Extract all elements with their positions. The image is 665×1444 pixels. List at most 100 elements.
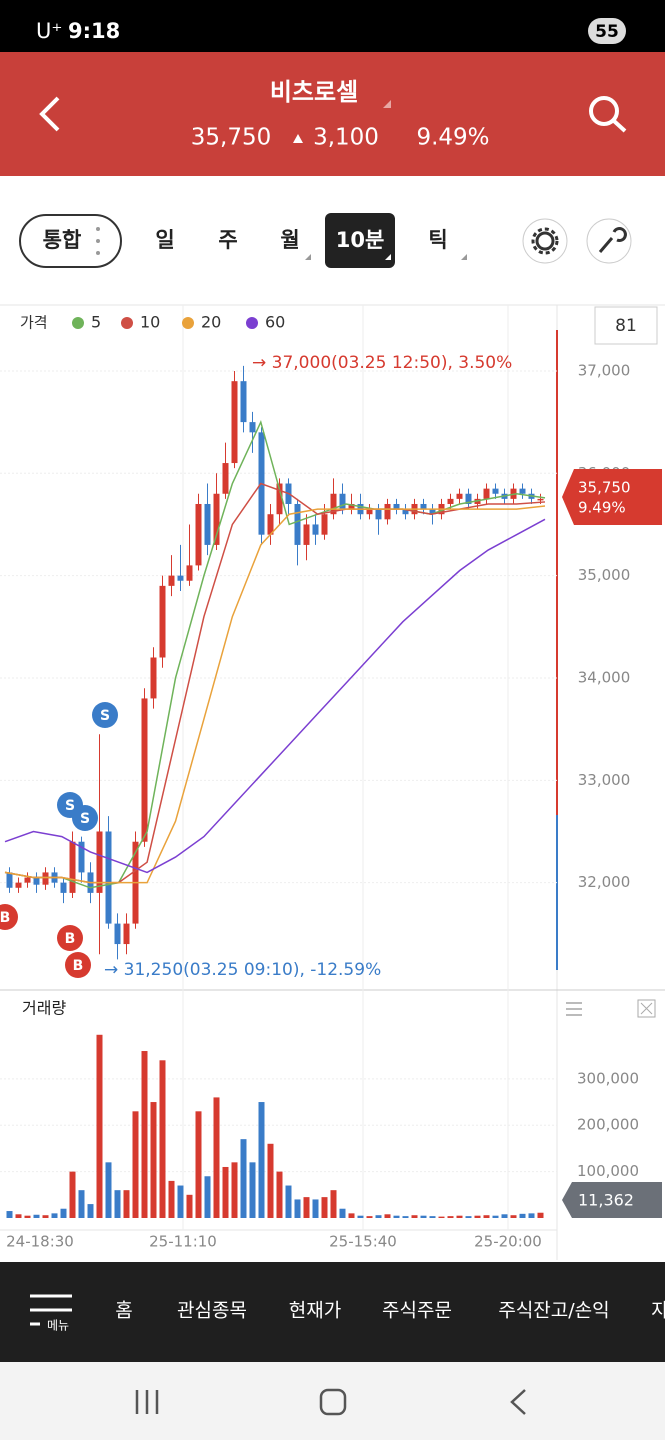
volume-bar <box>33 1214 40 1218</box>
volume-bar <box>411 1215 418 1218</box>
back-button[interactable] <box>39 96 60 132</box>
tab[interactable]: 틱 <box>428 228 447 252</box>
candle-body <box>375 509 382 520</box>
search-button[interactable] <box>589 96 627 133</box>
volume-bar <box>537 1212 544 1218</box>
legend-swatch <box>121 317 133 329</box>
nav-item[interactable]: 관심종목 <box>177 1300 247 1322</box>
trade-marker <box>57 925 83 951</box>
trade-marker-label: S <box>65 798 75 814</box>
candle-body <box>339 493 346 510</box>
volume-bar <box>384 1214 391 1218</box>
legend-label: 60 <box>265 313 285 332</box>
tab-pill[interactable] <box>19 214 122 268</box>
tab[interactable]: 주 <box>218 228 237 252</box>
legend-label: 10 <box>140 313 160 332</box>
volume-bar <box>366 1216 373 1218</box>
volume-bar <box>123 1190 130 1218</box>
bottom-nav <box>0 1262 665 1362</box>
volume-bar <box>447 1216 454 1218</box>
volume-bar <box>69 1171 76 1218</box>
up-arrow <box>293 134 303 143</box>
candle-body <box>303 524 310 545</box>
legend-label: 20 <box>201 313 221 332</box>
settings-button[interactable] <box>522 218 568 264</box>
change: 3,100 <box>313 125 379 151</box>
volume-bar <box>87 1204 94 1218</box>
y-tick-label: 100,000 <box>577 1162 639 1180</box>
candle-body <box>168 575 175 586</box>
volume-bar <box>213 1097 220 1218</box>
volume-bar <box>438 1216 445 1218</box>
nav-item[interactable]: 자 <box>651 1300 665 1322</box>
nav-item[interactable]: 현재가 <box>289 1300 341 1322</box>
price: 35,750 <box>191 125 271 151</box>
candle-body <box>321 514 328 535</box>
stock-name[interactable]: 비츠로셀 <box>270 78 358 106</box>
trade-marker <box>0 904 18 930</box>
candle-body <box>222 463 229 494</box>
candle-body <box>204 503 211 545</box>
volume-bar <box>474 1215 481 1218</box>
candle-body <box>96 831 103 893</box>
volume-bar <box>357 1215 364 1218</box>
candle-body <box>42 872 49 885</box>
x-tick-label: 25-15:40 <box>329 1233 397 1251</box>
carrier: U⁺ <box>36 19 62 43</box>
candle-body <box>24 877 31 883</box>
volume-bar <box>510 1215 517 1218</box>
candle-body <box>69 841 76 893</box>
nav-item[interactable]: 홈 <box>115 1300 132 1322</box>
nav-item[interactable]: 주식잔고/손익 <box>498 1300 609 1322</box>
volume-bar <box>42 1215 49 1218</box>
count-box[interactable] <box>594 306 658 345</box>
tab[interactable]: 일 <box>155 228 174 252</box>
candle-body <box>537 498 544 501</box>
legend-swatch <box>182 317 194 329</box>
candle-body <box>402 509 409 515</box>
tab[interactable]: 통합 <box>43 228 82 252</box>
tab[interactable]: 10분 <box>336 228 385 252</box>
candle-body <box>105 831 112 924</box>
close-volume[interactable] <box>637 999 656 1018</box>
header <box>0 52 665 176</box>
y-tick-label: 37,000 <box>578 361 631 379</box>
volume-bar <box>303 1197 310 1218</box>
volume-bar <box>492 1215 499 1218</box>
candle-body <box>267 514 274 535</box>
volume-bar <box>195 1111 202 1218</box>
nav-item[interactable]: 주식주문 <box>382 1300 452 1322</box>
volume-bar <box>285 1185 292 1218</box>
tab-active[interactable] <box>325 213 395 268</box>
candle-body <box>60 882 67 893</box>
tab[interactable]: 월 <box>280 228 299 252</box>
y-tick-label: 300,000 <box>577 1069 639 1087</box>
menu-label[interactable]: 메뉴 <box>47 1319 69 1333</box>
candle-body <box>366 509 373 515</box>
volume-bar <box>339 1208 346 1218</box>
volume-bar <box>60 1208 67 1218</box>
candle-body <box>123 923 130 945</box>
candle-body <box>447 498 454 504</box>
trade-marker-label: B <box>73 958 84 974</box>
status-bar <box>0 0 665 52</box>
volume-bar <box>429 1216 436 1218</box>
candle-body <box>330 493 337 515</box>
candle-body <box>231 381 238 464</box>
candle-body <box>78 841 85 873</box>
volume-bar <box>402 1216 409 1218</box>
volume-bar <box>294 1199 301 1218</box>
volume-bar <box>276 1171 283 1218</box>
volume-badge-label: 11,362 <box>578 1191 634 1210</box>
volume-bar <box>96 1034 103 1218</box>
trade-marker-label: S <box>100 708 110 724</box>
y-tick-label: 34,000 <box>578 668 631 686</box>
battery-level: 55 <box>595 22 619 42</box>
volume-bar <box>267 1143 274 1218</box>
candle-body <box>213 493 220 545</box>
trade-marker <box>72 805 98 831</box>
candle-body <box>150 657 157 699</box>
candle-body <box>465 493 472 504</box>
tools-button[interactable] <box>586 218 632 264</box>
